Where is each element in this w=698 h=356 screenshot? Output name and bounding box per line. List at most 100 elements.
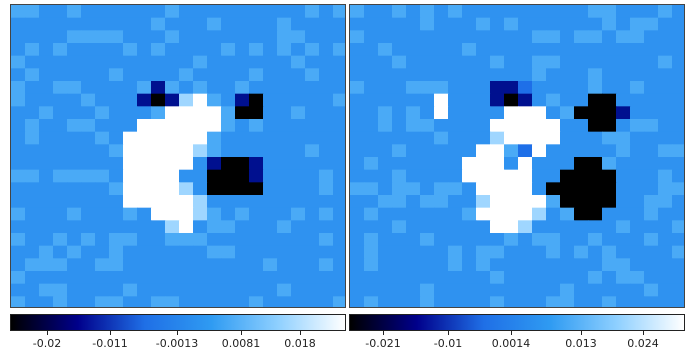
heatmap-cell bbox=[406, 283, 421, 297]
heatmap-cell bbox=[364, 81, 379, 95]
heatmap-cell bbox=[532, 119, 547, 133]
heatmap-cell bbox=[672, 220, 684, 234]
heatmap-cell bbox=[350, 93, 365, 107]
heatmap-cell bbox=[249, 30, 264, 44]
heatmap-cell bbox=[448, 93, 463, 107]
heatmap-cell bbox=[151, 220, 166, 234]
heatmap-cell bbox=[406, 131, 421, 145]
heatmap-cell bbox=[67, 5, 82, 19]
heatmap-cell bbox=[11, 131, 26, 145]
heatmap-cell bbox=[319, 296, 334, 307]
heatmap-cell bbox=[221, 5, 236, 19]
heatmap-cell bbox=[319, 220, 334, 234]
heatmap-cell bbox=[616, 81, 631, 95]
heatmap-cell bbox=[67, 271, 82, 285]
heatmap-cell bbox=[476, 258, 491, 272]
heatmap-cell bbox=[532, 68, 547, 82]
heatmap-cell bbox=[193, 182, 208, 196]
heatmap-cell bbox=[532, 207, 547, 221]
heatmap-cell bbox=[25, 119, 40, 133]
heatmap-cell bbox=[123, 169, 138, 183]
heatmap-cell bbox=[151, 182, 166, 196]
heatmap-cell bbox=[165, 233, 180, 247]
heatmap-cell bbox=[291, 43, 306, 57]
heatmap-cell bbox=[602, 169, 617, 183]
heatmap-cell bbox=[476, 81, 491, 95]
heatmap-cell bbox=[644, 68, 659, 82]
heatmap-cell bbox=[235, 233, 250, 247]
colorbar-tick-mark bbox=[47, 331, 48, 335]
heatmap-cell bbox=[448, 106, 463, 120]
heatmap-cell bbox=[39, 131, 54, 145]
heatmap-cell bbox=[305, 106, 320, 120]
heatmap-cell bbox=[420, 55, 435, 69]
heatmap-cell bbox=[193, 68, 208, 82]
heatmap-cell bbox=[434, 182, 449, 196]
heatmap-cell bbox=[39, 271, 54, 285]
heatmap-cell bbox=[504, 182, 519, 196]
heatmap-cell bbox=[277, 220, 292, 234]
heatmap-cell bbox=[364, 144, 379, 158]
heatmap-cell bbox=[263, 5, 278, 19]
heatmap-cell bbox=[179, 5, 194, 19]
heatmap-cell bbox=[137, 195, 152, 209]
heatmap-cell bbox=[504, 131, 519, 145]
heatmap-cell bbox=[95, 68, 110, 82]
heatmap-cell bbox=[179, 169, 194, 183]
heatmap-cell bbox=[616, 207, 631, 221]
heatmap-cell bbox=[532, 81, 547, 95]
heatmap-cell bbox=[406, 55, 421, 69]
heatmap-cell bbox=[67, 169, 82, 183]
heatmap-cell bbox=[179, 106, 194, 120]
heatmap-cell bbox=[165, 195, 180, 209]
heatmap-cell bbox=[95, 245, 110, 259]
heatmap-cell bbox=[235, 106, 250, 120]
heatmap-cell bbox=[406, 195, 421, 209]
heatmap-cell bbox=[588, 119, 603, 133]
heatmap-cell bbox=[490, 220, 505, 234]
heatmap-cell bbox=[518, 220, 533, 234]
heatmap-cell bbox=[364, 43, 379, 57]
heatmap-cell bbox=[95, 169, 110, 183]
heatmap-cell bbox=[462, 106, 477, 120]
colorbar-tick-label: -0.01 bbox=[433, 337, 463, 350]
heatmap-cell bbox=[546, 119, 561, 133]
heatmap-cell bbox=[137, 106, 152, 120]
heatmap-cell bbox=[406, 220, 421, 234]
heatmap-cell bbox=[333, 220, 345, 234]
heatmap-cell bbox=[319, 245, 334, 259]
heatmap-cell bbox=[378, 5, 393, 19]
heatmap-cell bbox=[179, 55, 194, 69]
heatmap-cell bbox=[235, 5, 250, 19]
heatmap-cell bbox=[630, 283, 645, 297]
heatmap-cell bbox=[151, 93, 166, 107]
heatmap-cell bbox=[672, 144, 684, 158]
heatmap-cell bbox=[81, 258, 96, 272]
heatmap-cell bbox=[25, 55, 40, 69]
heatmap-cell bbox=[319, 17, 334, 31]
heatmap-cell bbox=[672, 81, 684, 95]
heatmap-cell bbox=[462, 144, 477, 158]
heatmap-cell bbox=[406, 106, 421, 120]
heatmap-cell bbox=[109, 258, 124, 272]
heatmap-cell bbox=[462, 43, 477, 57]
heatmap-cell bbox=[672, 68, 684, 82]
heatmap-cell bbox=[193, 17, 208, 31]
heatmap-cell bbox=[546, 169, 561, 183]
heatmap-cell bbox=[235, 207, 250, 221]
heatmap-cell bbox=[165, 245, 180, 259]
heatmap-cell bbox=[364, 271, 379, 285]
heatmap-cell bbox=[574, 106, 589, 120]
heatmap-cell bbox=[67, 81, 82, 95]
heatmap-cell bbox=[406, 68, 421, 82]
heatmap-cell bbox=[658, 195, 673, 209]
heatmap-cell bbox=[179, 30, 194, 44]
heatmap-cell bbox=[616, 131, 631, 145]
heatmap-cell bbox=[672, 93, 684, 107]
heatmap-cell bbox=[434, 258, 449, 272]
heatmap-cell bbox=[630, 220, 645, 234]
heatmap-cell bbox=[574, 55, 589, 69]
heatmap-cell bbox=[207, 245, 222, 259]
heatmap-cell bbox=[546, 43, 561, 57]
heatmap-cell bbox=[249, 258, 264, 272]
